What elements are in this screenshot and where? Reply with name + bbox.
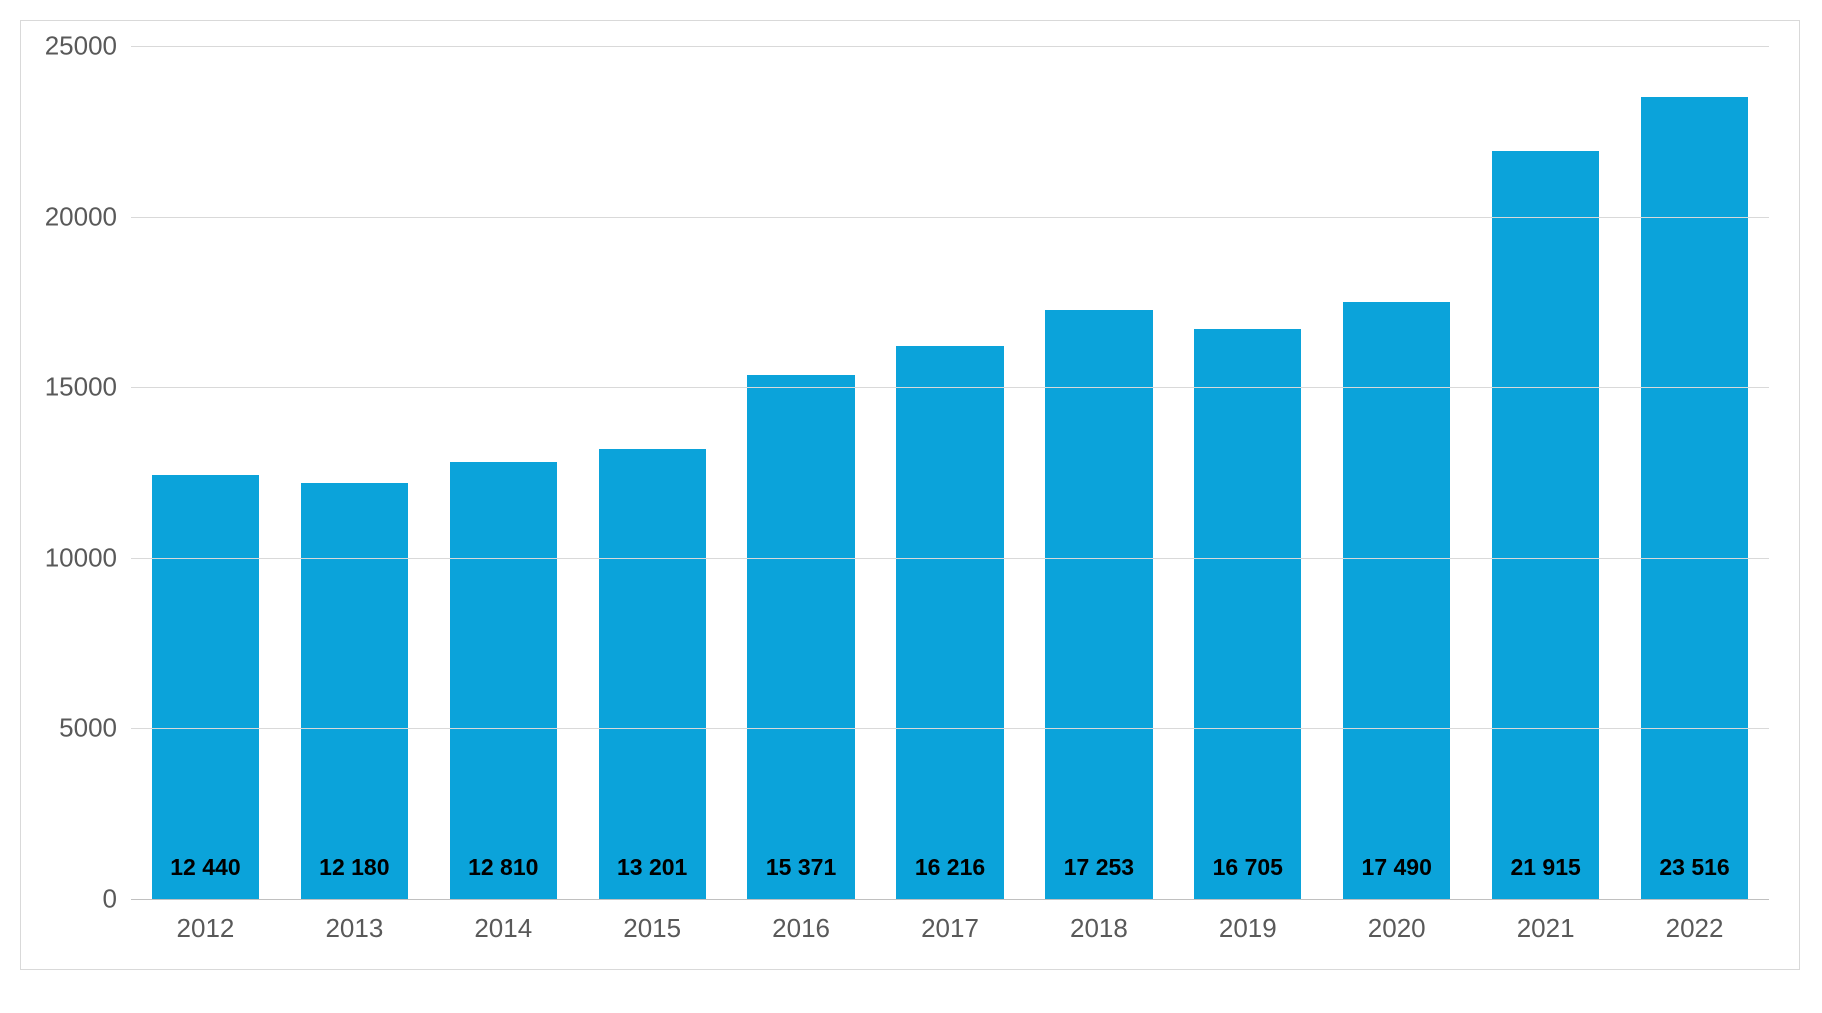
bar <box>152 475 259 899</box>
xtick-label: 2020 <box>1322 913 1471 944</box>
gridline <box>131 46 1769 47</box>
xtick-label: 2021 <box>1471 913 1620 944</box>
bar <box>896 346 1003 899</box>
gridline <box>131 558 1769 559</box>
xtick-label: 2017 <box>876 913 1025 944</box>
gridline <box>131 217 1769 218</box>
bar <box>301 483 408 899</box>
xtick-label: 2012 <box>131 913 280 944</box>
plot-area: 12 44012 18012 81013 20115 37116 21617 2… <box>131 46 1769 899</box>
xtick-label: 2019 <box>1173 913 1322 944</box>
ytick-label: 20000 <box>45 201 131 232</box>
bar <box>1194 329 1301 899</box>
gridline <box>131 728 1769 729</box>
bar <box>599 449 706 899</box>
ytick-label: 15000 <box>45 372 131 403</box>
ytick-label: 0 <box>103 884 131 915</box>
gridline <box>131 387 1769 388</box>
bar <box>747 375 854 899</box>
xtick-label: 2022 <box>1620 913 1769 944</box>
xtick-label: 2018 <box>1024 913 1173 944</box>
bars-group: 12 44012 18012 81013 20115 37116 21617 2… <box>131 46 1769 899</box>
bar <box>450 462 557 899</box>
xtick-label: 2014 <box>429 913 578 944</box>
bar <box>1343 302 1450 899</box>
bar <box>1045 310 1152 899</box>
xtick-label: 2013 <box>280 913 429 944</box>
xtick-label: 2015 <box>578 913 727 944</box>
bar-chart: 12 44012 18012 81013 20115 37116 21617 2… <box>20 20 1800 970</box>
xtick-label: 2016 <box>727 913 876 944</box>
gridline <box>131 899 1769 900</box>
bar <box>1492 151 1599 899</box>
ytick-label: 5000 <box>59 713 131 744</box>
ytick-label: 25000 <box>45 31 131 62</box>
ytick-label: 10000 <box>45 542 131 573</box>
